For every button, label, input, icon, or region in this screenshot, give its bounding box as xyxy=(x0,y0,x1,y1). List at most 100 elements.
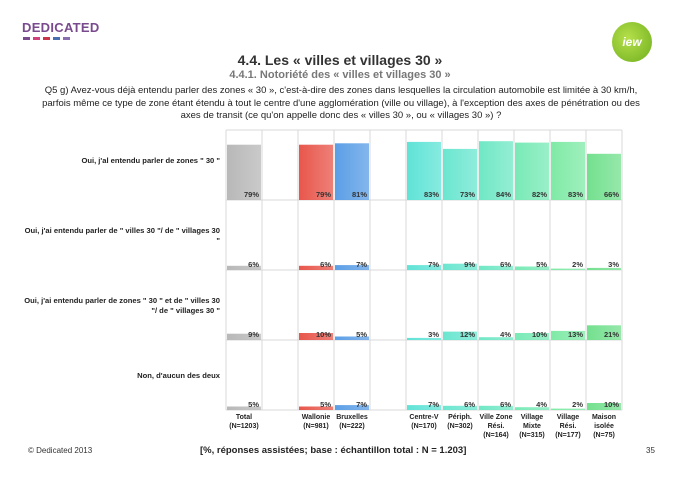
column-label: (N=981) xyxy=(303,423,328,430)
column-label: (N=1203) xyxy=(229,423,258,430)
bar-village-row3 xyxy=(515,333,549,340)
bar-priph-row4 xyxy=(443,405,477,410)
bar-villezone-row1 xyxy=(479,141,513,200)
row-label-villes-30: Oui, j'ai entendu parler de " villes 30 … xyxy=(24,226,220,245)
row-label-zones-30: Oui, j'al entendu parler de zones " 30 " xyxy=(81,156,220,165)
column-label: (N=302) xyxy=(447,423,472,430)
data-label: 79% xyxy=(316,190,331,199)
data-label: 21% xyxy=(604,330,619,339)
column-label: Périph. xyxy=(448,414,472,421)
column-label: Village xyxy=(521,414,544,421)
bar-villezone-row4 xyxy=(479,405,513,410)
data-label: 83% xyxy=(568,190,583,199)
bar-total-row3 xyxy=(227,333,261,340)
bar-bruxelles-row3 xyxy=(335,336,369,340)
bar-priph-row2 xyxy=(443,263,477,270)
column-label: Rési. xyxy=(488,423,505,430)
column-label: Total xyxy=(236,414,252,421)
data-label: 6% xyxy=(500,260,511,269)
data-label: 73% xyxy=(460,190,475,199)
page-number: 35 xyxy=(646,446,655,455)
bar-centrev-row4 xyxy=(407,405,441,410)
bar-total-row2 xyxy=(227,265,261,270)
data-label: 66% xyxy=(604,190,619,199)
data-label: 12% xyxy=(460,330,475,339)
column-label: Maison xyxy=(592,414,616,421)
bar-maison-row4 xyxy=(587,403,621,410)
bar-village-row4 xyxy=(515,407,549,410)
bar-wallonie-row1 xyxy=(299,144,333,200)
bar-village-row1 xyxy=(515,142,549,200)
data-label: 2% xyxy=(572,260,583,269)
bar-priph-row3 xyxy=(443,331,477,340)
bar-centrev-row2 xyxy=(407,265,441,270)
bar-villezone-row2 xyxy=(479,265,513,270)
bar-maison-row2 xyxy=(587,267,621,270)
bar-centrev-row3 xyxy=(407,337,441,340)
data-label: 6% xyxy=(248,260,259,269)
footer-note: [%, réponses assistées; base : échantill… xyxy=(200,445,467,456)
bar-village-row4 xyxy=(551,408,585,410)
data-label: 2% xyxy=(572,400,583,409)
data-label: 7% xyxy=(356,260,367,269)
bar-villezone-row3 xyxy=(479,337,513,340)
bar-wallonie-row2 xyxy=(299,265,333,270)
column-label: Mixte xyxy=(523,423,541,430)
column-label: Rési. xyxy=(560,423,577,430)
data-label: 84% xyxy=(496,190,511,199)
bar-bruxelles-row2 xyxy=(335,265,369,270)
bar-village-row3 xyxy=(551,330,585,340)
column-label: (N=222) xyxy=(339,423,364,430)
data-label: 4% xyxy=(500,330,511,339)
data-label: 10% xyxy=(316,330,331,339)
page-title: 4.4. Les « villes et villages 30 » xyxy=(237,52,443,68)
bar-village-row2 xyxy=(515,266,549,270)
bar-village-row1 xyxy=(551,141,585,200)
data-label: 82% xyxy=(532,190,547,199)
data-label: 6% xyxy=(464,400,475,409)
column-label: (N=164) xyxy=(483,432,508,439)
data-label: 10% xyxy=(532,330,547,339)
bar-maison-row3 xyxy=(587,325,621,340)
bar-bruxelles-row4 xyxy=(335,405,369,410)
data-label: 9% xyxy=(248,330,259,339)
data-label: 5% xyxy=(536,260,547,269)
column-label: Village xyxy=(557,414,580,421)
row-label-both: Oui, j'ai entendu parler de zones " 30 "… xyxy=(24,296,220,315)
data-label: 79% xyxy=(244,190,259,199)
bar-total-row1 xyxy=(227,144,261,200)
data-label: 7% xyxy=(428,260,439,269)
column-label: Centre-V xyxy=(409,414,439,421)
data-label: 81% xyxy=(352,190,367,199)
data-label: 10% xyxy=(604,400,619,409)
bar-village-row2 xyxy=(551,268,585,270)
column-label: isolée xyxy=(594,423,614,430)
bar-wallonie-row4 xyxy=(299,406,333,410)
data-label: 7% xyxy=(428,400,439,409)
column-label: (N=170) xyxy=(411,423,436,430)
column-label: Bruxelles xyxy=(336,414,368,421)
bar-priph-row1 xyxy=(443,148,477,200)
survey-question: Q5 g) Avez-vous déjà entendu parler des … xyxy=(42,85,640,121)
bar-centrev-row1 xyxy=(407,141,441,200)
data-label: 9% xyxy=(464,260,475,269)
data-label: 3% xyxy=(428,330,439,339)
data-label: 6% xyxy=(320,260,331,269)
column-label: Wallonie xyxy=(302,414,331,421)
data-label: 6% xyxy=(500,400,511,409)
page-subtitle: 4.4.1. Notoriété des « villes et village… xyxy=(229,69,451,81)
column-label: (N=177) xyxy=(555,432,580,439)
data-label: 7% xyxy=(356,400,367,409)
data-label: 3% xyxy=(608,260,619,269)
bar-bruxelles-row1 xyxy=(335,143,369,200)
brand-logo: DEDICATED xyxy=(22,20,100,35)
brand-logo-dashes xyxy=(23,37,70,40)
bar-maison-row1 xyxy=(587,153,621,200)
data-label: 13% xyxy=(568,330,583,339)
column-label: (N=315) xyxy=(519,432,544,439)
bar-wallonie-row3 xyxy=(299,333,333,340)
footer-copyright: © Dedicated 2013 xyxy=(28,446,93,455)
row-label-none: Non, d'aucun des deux xyxy=(137,371,220,380)
bar-total-row4 xyxy=(227,406,261,410)
